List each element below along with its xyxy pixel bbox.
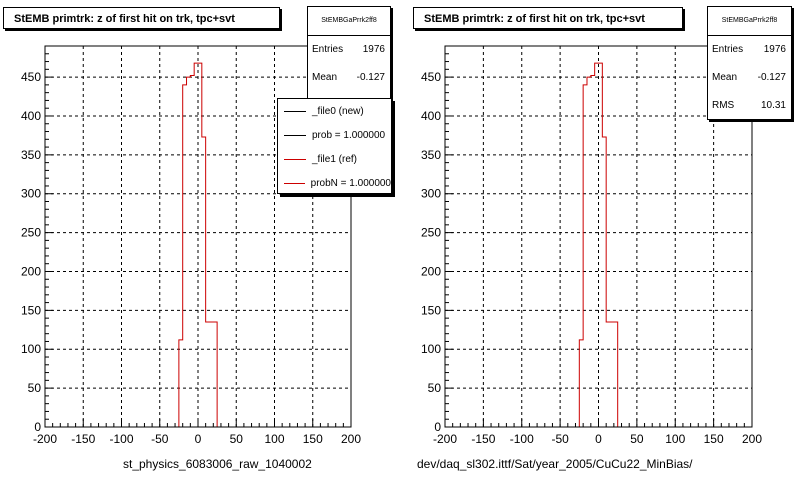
y-tick-label: 200 (21, 264, 41, 278)
x-tick-label: -150 (471, 432, 495, 446)
y-tick-label: 300 (21, 187, 41, 201)
y-tick-label: 450 (21, 70, 41, 84)
x-tick-label: 50 (230, 432, 244, 446)
legend-label: probN = 1.000000 (310, 177, 391, 189)
y-tick-label: 100 (421, 342, 441, 356)
legend-label: _file1 (ref) (312, 153, 358, 165)
legend-swatch (284, 134, 306, 136)
right-stats-box: StEMBGaPrrk2ff8 Entries 1976 Mean -0.127… (707, 6, 792, 120)
x-tick-label: -50 (551, 432, 569, 446)
x-tick-label: -100 (109, 432, 133, 446)
left-stats-entries-value: 1976 (362, 44, 385, 55)
x-tick-label: 100 (264, 432, 284, 446)
left-xlabel: st_physics_6083006_raw_1040002 (123, 457, 312, 471)
left-stats-box: StEMBGaPrrk2ff8 Entries 1976 Mean -0.127 (307, 6, 391, 100)
legend-entry: prob = 1.000000 (278, 123, 391, 147)
legend-label: prob = 1.000000 (312, 129, 386, 141)
y-tick-label: 300 (421, 187, 441, 201)
y-tick-label: 250 (21, 226, 41, 240)
right-stats-rms-label: RMS (712, 100, 735, 111)
y-tick-label: 0 (434, 420, 441, 434)
legend-entry: _file1 (ref) (278, 147, 391, 171)
x-tick-label: 150 (303, 432, 323, 446)
y-tick-label: 250 (421, 226, 441, 240)
right-xlabel: dev/daq_sl302.ittf/Sat/year_2005/CuCu22_… (417, 457, 693, 471)
right-stats-entries-label: Entries (712, 44, 744, 55)
x-tick-label: 100 (665, 432, 685, 446)
y-tick-label: 400 (21, 109, 41, 123)
left-stats-mean-value: -0.127 (356, 72, 385, 83)
legend-swatch (284, 158, 306, 160)
x-tick-label: -50 (151, 432, 169, 446)
y-tick-label: 450 (421, 70, 441, 84)
histogram-series-line (45, 62, 351, 428)
y-tick-label: 150 (421, 303, 441, 317)
y-tick-label: 150 (21, 303, 41, 317)
x-tick-label: 0 (195, 432, 202, 446)
legend-entry: _file0 (new) (278, 99, 391, 123)
x-tick-label: 200 (341, 432, 361, 446)
x-tick-label: -100 (510, 432, 534, 446)
y-tick-label: 350 (421, 148, 441, 162)
plot-frame (444, 45, 753, 428)
left-stats-entries-label: Entries (312, 44, 344, 55)
x-tick-label: -200 (433, 432, 457, 446)
x-tick-label: 150 (704, 432, 724, 446)
y-tick-label: 0 (34, 420, 41, 434)
right-stats-header: StEMBGaPrrk2ff8 (708, 7, 791, 36)
right-stats-entries-value: 1976 (763, 44, 786, 55)
right-stats-rms-value: 10.31 (760, 100, 786, 111)
y-tick-label: 100 (21, 342, 41, 356)
legend-entry: probN = 1.000000 (278, 171, 391, 193)
right-stats-mean-label: Mean (712, 72, 738, 83)
x-tick-label: -150 (71, 432, 95, 446)
y-tick-label: 50 (28, 381, 42, 395)
legend-swatch (284, 182, 305, 184)
histogram-series-line (445, 62, 752, 428)
x-tick-label: 0 (595, 432, 602, 446)
y-tick-label: 350 (21, 148, 41, 162)
left-stats-header: StEMBGaPrrk2ff8 (308, 7, 390, 36)
x-tick-label: -200 (33, 432, 57, 446)
legend-label: _file0 (new) (312, 105, 364, 117)
right-stats-mean-value: -0.127 (757, 72, 786, 83)
left-legend: _file0 (new) prob = 1.000000 _file1 (ref… (277, 98, 392, 194)
y-tick-label: 400 (421, 109, 441, 123)
left-plot-title: StEMB primtrk: z of first hit on trk, tp… (3, 7, 280, 29)
right-plot-title: StEMB primtrk: z of first hit on trk, tp… (413, 7, 683, 29)
x-tick-label: 200 (742, 432, 762, 446)
x-tick-label: 50 (630, 432, 644, 446)
legend-swatch (284, 110, 306, 112)
left-stats-mean-label: Mean (312, 72, 338, 83)
y-tick-label: 200 (421, 264, 441, 278)
y-tick-label: 50 (428, 381, 442, 395)
